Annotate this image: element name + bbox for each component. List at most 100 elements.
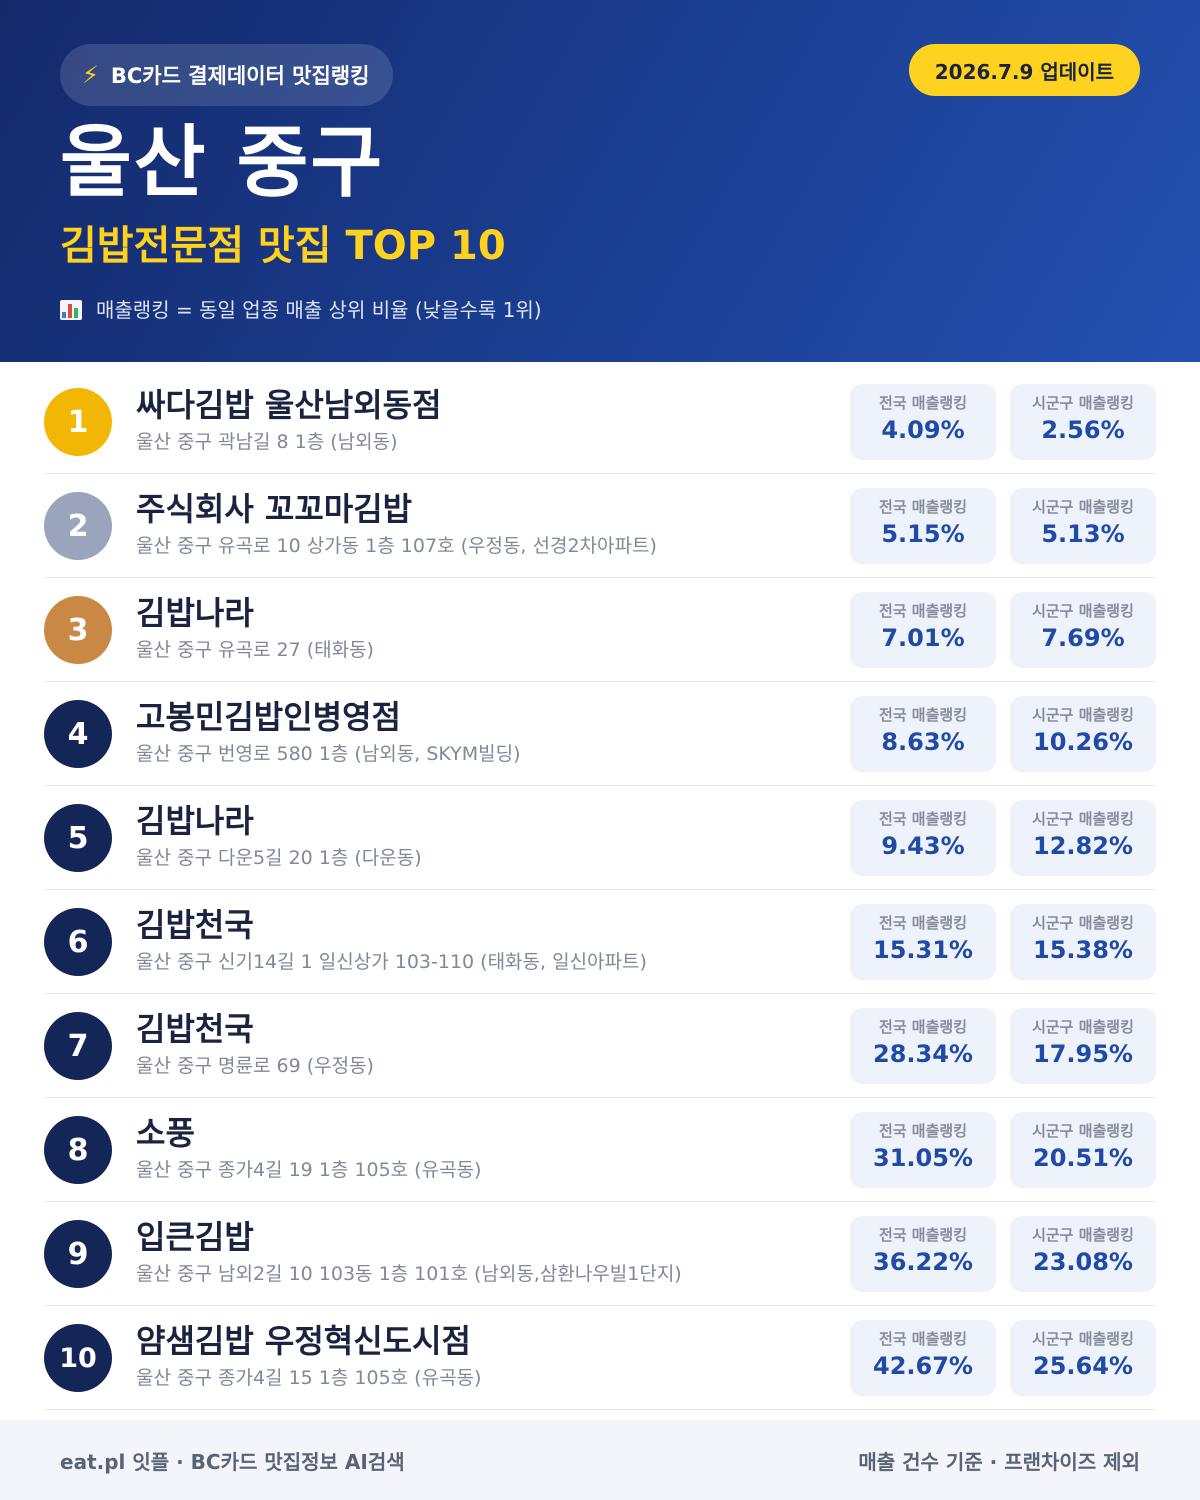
rank-badge: 5	[44, 804, 112, 872]
local-ranking-label: 시군구 매출랭킹	[1032, 914, 1134, 932]
local-ranking-card: 시군구 매출랭킹 23.08%	[1010, 1216, 1156, 1292]
restaurant-name: 김밥천국	[136, 906, 254, 944]
restaurant-address: 울산 중구 종가4길 19 1층 105호 (유곡동)	[136, 1159, 482, 1181]
restaurant-name: 입큰김밥	[136, 1218, 254, 1256]
lightning-icon: ⚡	[82, 61, 99, 89]
national-ranking-label: 전국 매출랭킹	[878, 1226, 968, 1244]
page-subtitle: 김밥전문점 맛집 TOP 10	[60, 223, 506, 269]
national-ranking-card: 전국 매출랭킹 9.43%	[850, 800, 996, 876]
national-ranking-label: 전국 매출랭킹	[878, 1018, 968, 1036]
national-ranking-value: 9.43%	[881, 832, 965, 860]
local-ranking-card: 시군구 매출랭킹 20.51%	[1010, 1112, 1156, 1188]
local-ranking-label: 시군구 매출랭킹	[1032, 1330, 1134, 1348]
rank-badge: 7	[44, 1012, 112, 1080]
local-ranking-card: 시군구 매출랭킹 12.82%	[1010, 800, 1156, 876]
national-ranking-value: 7.01%	[881, 624, 965, 652]
local-ranking-label: 시군구 매출랭킹	[1032, 1018, 1134, 1036]
local-ranking-value: 10.26%	[1033, 728, 1133, 756]
bar-chart-icon	[60, 300, 82, 320]
restaurant-name: 김밥나라	[136, 594, 254, 632]
local-ranking-value: 15.38%	[1033, 936, 1133, 964]
local-ranking-value: 23.08%	[1033, 1248, 1133, 1276]
restaurant-name: 고봉민김밥인병영점	[136, 698, 401, 736]
rank-badge: 1	[44, 388, 112, 456]
local-ranking-card: 시군구 매출랭킹 5.13%	[1010, 488, 1156, 564]
local-ranking-label: 시군구 매출랭킹	[1032, 602, 1134, 620]
local-ranking-label: 시군구 매출랭킹	[1032, 394, 1134, 412]
restaurant-name: 김밥나라	[136, 802, 254, 840]
footer: eat.pl 잇플 · BC카드 맛집정보 AI검색 매출 건수 기준 · 프랜…	[0, 1420, 1200, 1500]
national-ranking-card: 전국 매출랭킹 28.34%	[850, 1008, 996, 1084]
local-ranking-label: 시군구 매출랭킹	[1032, 1226, 1134, 1244]
rank-badge: 3	[44, 596, 112, 664]
national-ranking-card: 전국 매출랭킹 42.67%	[850, 1320, 996, 1396]
local-ranking-value: 12.82%	[1033, 832, 1133, 860]
national-ranking-card: 전국 매출랭킹 8.63%	[850, 696, 996, 772]
national-ranking-label: 전국 매출랭킹	[878, 810, 968, 828]
restaurant-name: 주식회사 꼬꼬마김밥	[136, 490, 413, 528]
page-title: 울산 중구	[60, 118, 385, 208]
restaurant-name: 김밥천국	[136, 1010, 254, 1048]
restaurant-row[interactable]: 10 얌샘김밥 우정혁신도시점 울산 중구 종가4길 15 1층 105호 (유곡동…	[44, 1306, 1156, 1410]
local-ranking-value: 5.13%	[1041, 520, 1125, 548]
restaurant-address: 울산 중구 명륜로 69 (우정동)	[136, 1055, 374, 1077]
source-badge-text: BC카드 결제데이터 맛집랭킹	[110, 64, 370, 88]
restaurant-row[interactable]: 8 소풍 울산 중구 종가4길 19 1층 105호 (유곡동) 전국 매출랭킹 31.…	[44, 1098, 1156, 1202]
local-ranking-card: 시군구 매출랭킹 17.95%	[1010, 1008, 1156, 1084]
restaurant-address: 울산 중구 번영로 580 1층 (남외동, SKYM빌딩)	[136, 743, 521, 765]
restaurant-address: 울산 중구 유곡로 27 (태화동)	[136, 639, 374, 661]
source-badge: ⚡ BC카드 결제데이터 맛집랭킹	[60, 44, 394, 106]
local-ranking-card: 시군구 매출랭킹 2.56%	[1010, 384, 1156, 460]
local-ranking-value: 7.69%	[1041, 624, 1125, 652]
restaurant-name: 얌샘김밥 우정혁신도시점	[136, 1322, 471, 1360]
rank-badge: 4	[44, 700, 112, 768]
local-ranking-card: 시군구 매출랭킹 15.38%	[1010, 904, 1156, 980]
national-ranking-card: 전국 매출랭킹 7.01%	[850, 592, 996, 668]
national-ranking-label: 전국 매출랭킹	[878, 602, 968, 620]
restaurant-address: 울산 중구 신기14길 1 일신상가 103-110 (태화동, 일신아파트)	[136, 951, 647, 973]
national-ranking-card: 전국 매출랭킹 5.15%	[850, 488, 996, 564]
national-ranking-value: 42.67%	[873, 1352, 973, 1380]
national-ranking-value: 15.31%	[873, 936, 973, 964]
update-date-badge: 2026.7.9 업데이트	[908, 44, 1140, 96]
footer-right-text: 매출 건수 기준 · 프랜차이즈 제외	[858, 1449, 1140, 1474]
restaurant-address: 울산 중구 종가4길 15 1층 105호 (유곡동)	[136, 1367, 482, 1389]
restaurant-address: 울산 중구 곽남길 8 1층 (남외동)	[136, 431, 398, 453]
ranking-note: 매출랭킹 = 동일 업종 매출 상위 비율 (낮을수록 1위)	[60, 294, 542, 326]
national-ranking-label: 전국 매출랭킹	[878, 1122, 968, 1140]
national-ranking-card: 전국 매출랭킹 36.22%	[850, 1216, 996, 1292]
rank-badge: 6	[44, 908, 112, 976]
ranking-note-text: 매출랭킹 = 동일 업종 매출 상위 비율 (낮을수록 1위)	[96, 298, 542, 322]
restaurant-name: 소풍	[136, 1114, 195, 1152]
national-ranking-card: 전국 매출랭킹 31.05%	[850, 1112, 996, 1188]
national-ranking-label: 전국 매출랭킹	[878, 914, 968, 932]
national-ranking-card: 전국 매출랭킹 15.31%	[850, 904, 996, 980]
local-ranking-card: 시군구 매출랭킹 25.64%	[1010, 1320, 1156, 1396]
national-ranking-value: 36.22%	[873, 1248, 973, 1276]
local-ranking-label: 시군구 매출랭킹	[1032, 1122, 1134, 1140]
local-ranking-value: 2.56%	[1041, 416, 1125, 444]
restaurant-address: 울산 중구 다운5길 20 1층 (다운동)	[136, 847, 422, 869]
local-ranking-label: 시군구 매출랭킹	[1032, 498, 1134, 516]
restaurant-row[interactable]: 9 입큰김밥 울산 중구 남외2길 10 103동 1층 101호 (남외동,삼환나…	[44, 1202, 1156, 1306]
restaurant-name: 싸다김밥 울산남외동점	[136, 386, 442, 424]
national-ranking-label: 전국 매출랭킹	[878, 706, 968, 724]
restaurant-address: 울산 중구 유곡로 10 상가동 1층 107호 (우정동, 선경2차아파트)	[136, 535, 657, 557]
national-ranking-value: 31.05%	[873, 1144, 973, 1172]
rank-badge: 2	[44, 492, 112, 560]
national-ranking-card: 전국 매출랭킹 4.09%	[850, 384, 996, 460]
national-ranking-value: 4.09%	[881, 416, 965, 444]
national-ranking-value: 28.34%	[873, 1040, 973, 1068]
header-banner: ⚡ BC카드 결제데이터 맛집랭킹 2026.7.9 업데이트 울산 중구 김밥…	[0, 0, 1200, 362]
national-ranking-label: 전국 매출랭킹	[878, 498, 968, 516]
local-ranking-card: 시군구 매출랭킹 7.69%	[1010, 592, 1156, 668]
national-ranking-label: 전국 매출랭킹	[878, 394, 968, 412]
local-ranking-label: 시군구 매출랭킹	[1032, 810, 1134, 828]
